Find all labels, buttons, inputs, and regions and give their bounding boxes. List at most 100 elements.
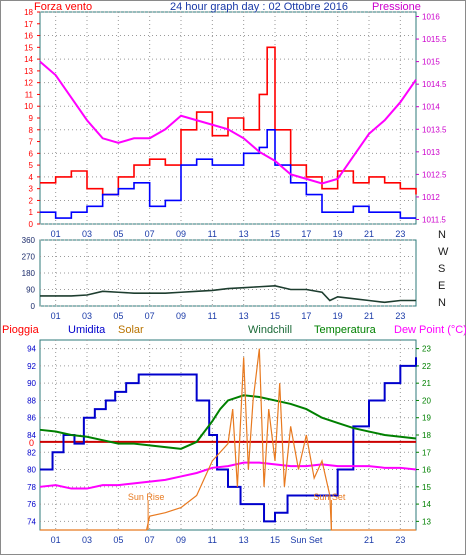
pressure-y-tick-label: 1012 — [422, 193, 440, 202]
x-tick-label: 01 — [51, 229, 61, 239]
pressure-y-tick-label: 1013 — [422, 148, 440, 157]
series-humidity-line — [40, 357, 417, 523]
wind-y-tick-label: 8 — [29, 126, 34, 135]
x-tick-label: 01 — [51, 311, 61, 321]
wind-y-tick-label: 10 — [24, 102, 33, 111]
climate-legend: Pioggia Umidita Solar Windchill Temperatura D… — [2, 324, 466, 336]
humidity-y-tick-label: 92 — [27, 362, 36, 371]
wind-y-tick-label: 15 — [24, 43, 33, 52]
direction-y-tick-label: 270 — [22, 253, 36, 262]
humidity-y-tick-label: 80 — [27, 466, 36, 475]
temp-y-tick-label: 22 — [422, 362, 431, 371]
humidity-y-tick-label: 76 — [27, 500, 36, 509]
pressure-y-tick-label: 1015 — [422, 58, 440, 67]
compass-label: N — [438, 229, 446, 241]
x-tick-label: 15 — [270, 535, 280, 545]
x-tick-label: Sun Set — [290, 535, 323, 545]
temp-y-tick-label: 20 — [422, 396, 431, 405]
legend-item: Umidita — [68, 324, 106, 336]
pressure-y-tick-label: 1014 — [422, 103, 440, 112]
climate-axes: 01 03 05 07 09 11 13 15 Sun Set 21 23 74 76 78 80 82 84 8… — [27, 345, 431, 545]
pressure-y-tick-label: 1015.5 — [422, 35, 447, 44]
pressure-y-tick-label: 1013.5 — [422, 125, 447, 134]
series-wind-line — [40, 128, 416, 219]
humidity-y-tick-label: 94 — [27, 345, 36, 354]
x-tick-label: 21 — [364, 535, 374, 545]
wind-y-tick-label: 6 — [29, 149, 34, 158]
x-tick-label: 23 — [395, 229, 405, 239]
temp-y-tick-label: 23 — [422, 345, 431, 354]
wind-pressure-series — [39, 46, 417, 219]
pressure-y-tick-label: 1011.5 — [422, 215, 446, 224]
wind-y-tick-label: 4 — [29, 173, 34, 182]
humidity-y-tick-label: 90 — [27, 379, 36, 388]
x-tick-label: 21 — [364, 311, 374, 321]
sunset-annotation: Sun Set — [313, 492, 346, 502]
compass-label: W — [438, 246, 449, 258]
wind-y-tick-label: 7 — [29, 138, 34, 147]
x-tick-label: 05 — [113, 229, 123, 239]
temp-y-tick-label: 18 — [422, 431, 431, 440]
x-tick-label: 07 — [145, 535, 155, 545]
wind-y-tick-label: 9 — [29, 114, 34, 123]
x-tick-label: 09 — [176, 311, 186, 321]
series-temperature-line — [39, 394, 417, 450]
wind-direction-series — [40, 285, 416, 304]
x-tick-label: 03 — [82, 535, 92, 545]
compass-label: N — [438, 297, 446, 309]
pressure-y-tick-label: 1014.5 — [422, 80, 447, 89]
wind-direction-grid — [40, 239, 416, 307]
wind-y-tick-label: 11 — [25, 90, 34, 99]
x-tick-label: 07 — [145, 311, 155, 321]
wind-y-tick-label: 0 — [29, 220, 34, 229]
x-tick-label: 13 — [239, 535, 249, 545]
temp-y-tick-label: 15 — [422, 483, 431, 492]
wind-y-tick-label: 1 — [29, 208, 34, 217]
direction-y-tick-label: 90 — [26, 286, 35, 295]
x-tick-label: 11 — [208, 535, 217, 545]
direction-y-tick-label: 360 — [22, 236, 36, 245]
x-tick-label: 05 — [113, 311, 123, 321]
direction-y-tick-label: 0 — [31, 302, 36, 311]
humidity-y-tick-label: 84 — [27, 431, 36, 440]
x-tick-label: 13 — [239, 311, 249, 321]
x-tick-label: 21 — [364, 229, 374, 239]
x-tick-label: 09 — [176, 229, 186, 239]
x-tick-label: 15 — [270, 229, 280, 239]
chart-title: 24 hour graph day : 02 Ottobre 2016 — [170, 1, 348, 13]
x-tick-label: 07 — [145, 229, 155, 239]
temp-y-tick-label: 17 — [422, 448, 431, 457]
legend-item: Solar — [118, 324, 144, 336]
direction-y-tick-label: 180 — [22, 269, 36, 278]
humidity-y-tick-label: 86 — [27, 414, 36, 423]
x-tick-label: 05 — [113, 535, 123, 545]
series-solar-line — [40, 348, 416, 531]
x-tick-label: 11 — [208, 229, 217, 239]
wind-y-tick-label: 12 — [24, 79, 33, 88]
temp-y-tick-label: 16 — [422, 466, 431, 475]
legend-item: Dew Point (°C) — [394, 324, 466, 336]
temp-y-tick-label: 19 — [422, 414, 431, 423]
x-tick-label: 17 — [301, 229, 311, 239]
series-dewpoint-line — [39, 461, 417, 490]
series-pressure-line — [39, 60, 417, 185]
compass-label: S — [438, 263, 445, 275]
wind-axis-title: Forza vento — [34, 1, 92, 13]
x-tick-label: 23 — [395, 311, 405, 321]
x-tick-label: 13 — [239, 229, 249, 239]
compass-label: E — [438, 280, 445, 292]
wind-y-tick-label: 18 — [24, 8, 33, 17]
x-tick-label: 01 — [51, 535, 61, 545]
humidity-y-tick-label: 88 — [27, 396, 36, 405]
wind-y-tick-label: 14 — [24, 55, 33, 64]
wind-y-tick-label: 3 — [29, 185, 34, 194]
x-tick-label: 03 — [82, 229, 92, 239]
sunrise-annotation: Sun Rise — [128, 492, 165, 502]
x-tick-label: 09 — [176, 535, 186, 545]
temp-y-tick-label: 21 — [422, 379, 431, 388]
x-tick-label: 17 — [301, 311, 311, 321]
x-tick-label: 19 — [333, 229, 343, 239]
x-tick-label: 15 — [270, 311, 280, 321]
